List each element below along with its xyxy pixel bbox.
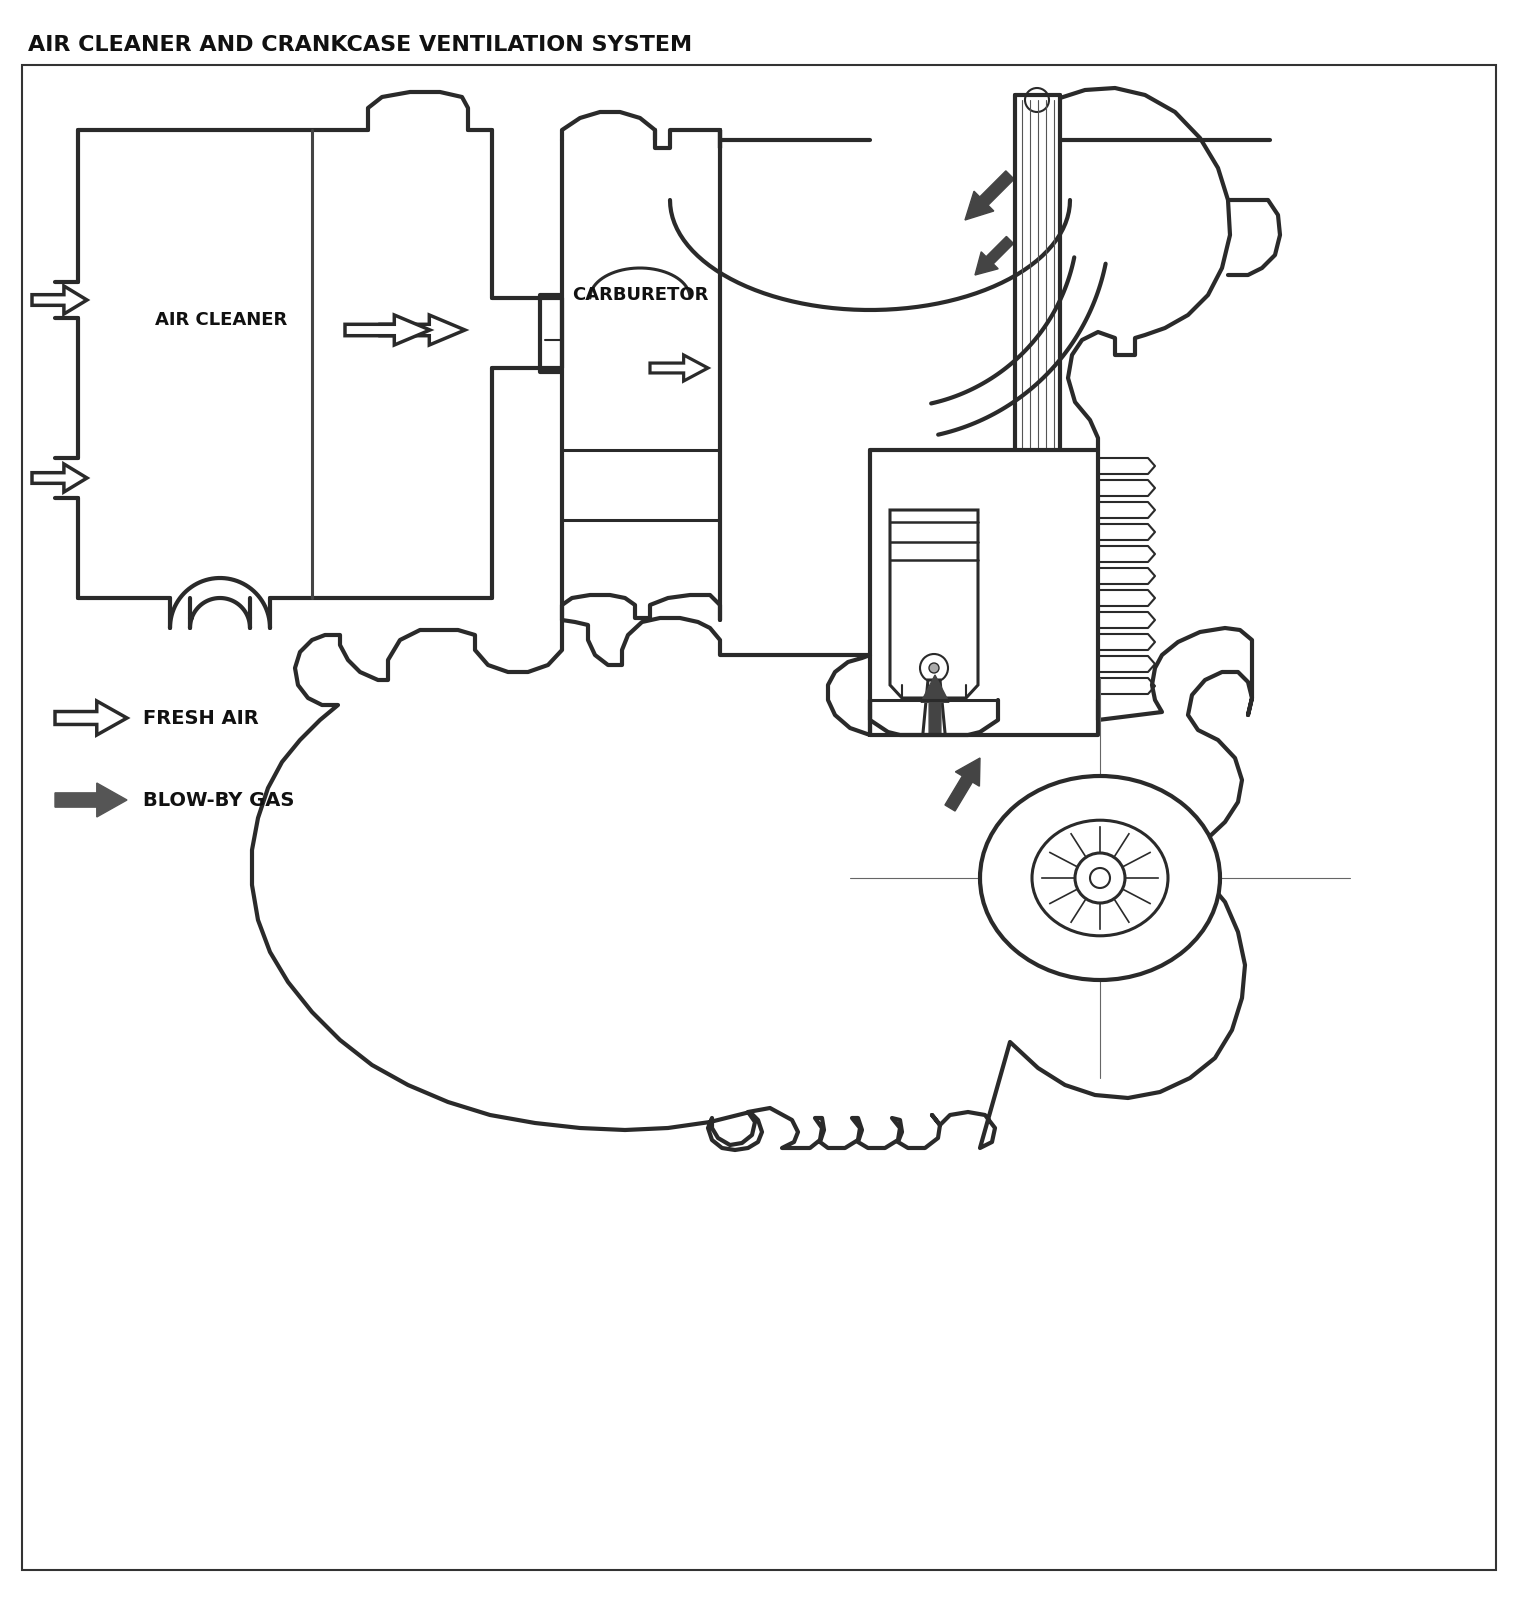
Polygon shape [55,782,128,818]
Ellipse shape [1031,821,1168,936]
Circle shape [1091,867,1110,888]
Circle shape [1075,853,1126,902]
Text: AIR CLEANER AND CRANKCASE VENTILATION SYSTEM: AIR CLEANER AND CRANKCASE VENTILATION SY… [27,35,693,54]
Text: BLOW-BY GAS: BLOW-BY GAS [143,790,295,810]
Polygon shape [650,355,708,381]
Polygon shape [32,464,87,493]
Ellipse shape [980,776,1220,979]
Polygon shape [921,675,949,739]
Polygon shape [945,758,980,811]
Polygon shape [975,237,1013,275]
Text: AIR CLEANER: AIR CLEANER [155,310,287,330]
Circle shape [921,654,948,682]
Circle shape [930,662,939,674]
Text: CARBURETOR: CARBURETOR [573,286,708,304]
Polygon shape [345,315,430,346]
Polygon shape [380,315,465,346]
Polygon shape [32,286,87,314]
Polygon shape [55,701,128,734]
Circle shape [1025,88,1050,112]
Text: FRESH AIR: FRESH AIR [143,709,258,728]
Polygon shape [890,510,978,698]
Polygon shape [252,618,1252,1150]
Polygon shape [905,680,962,918]
Polygon shape [965,171,1015,219]
